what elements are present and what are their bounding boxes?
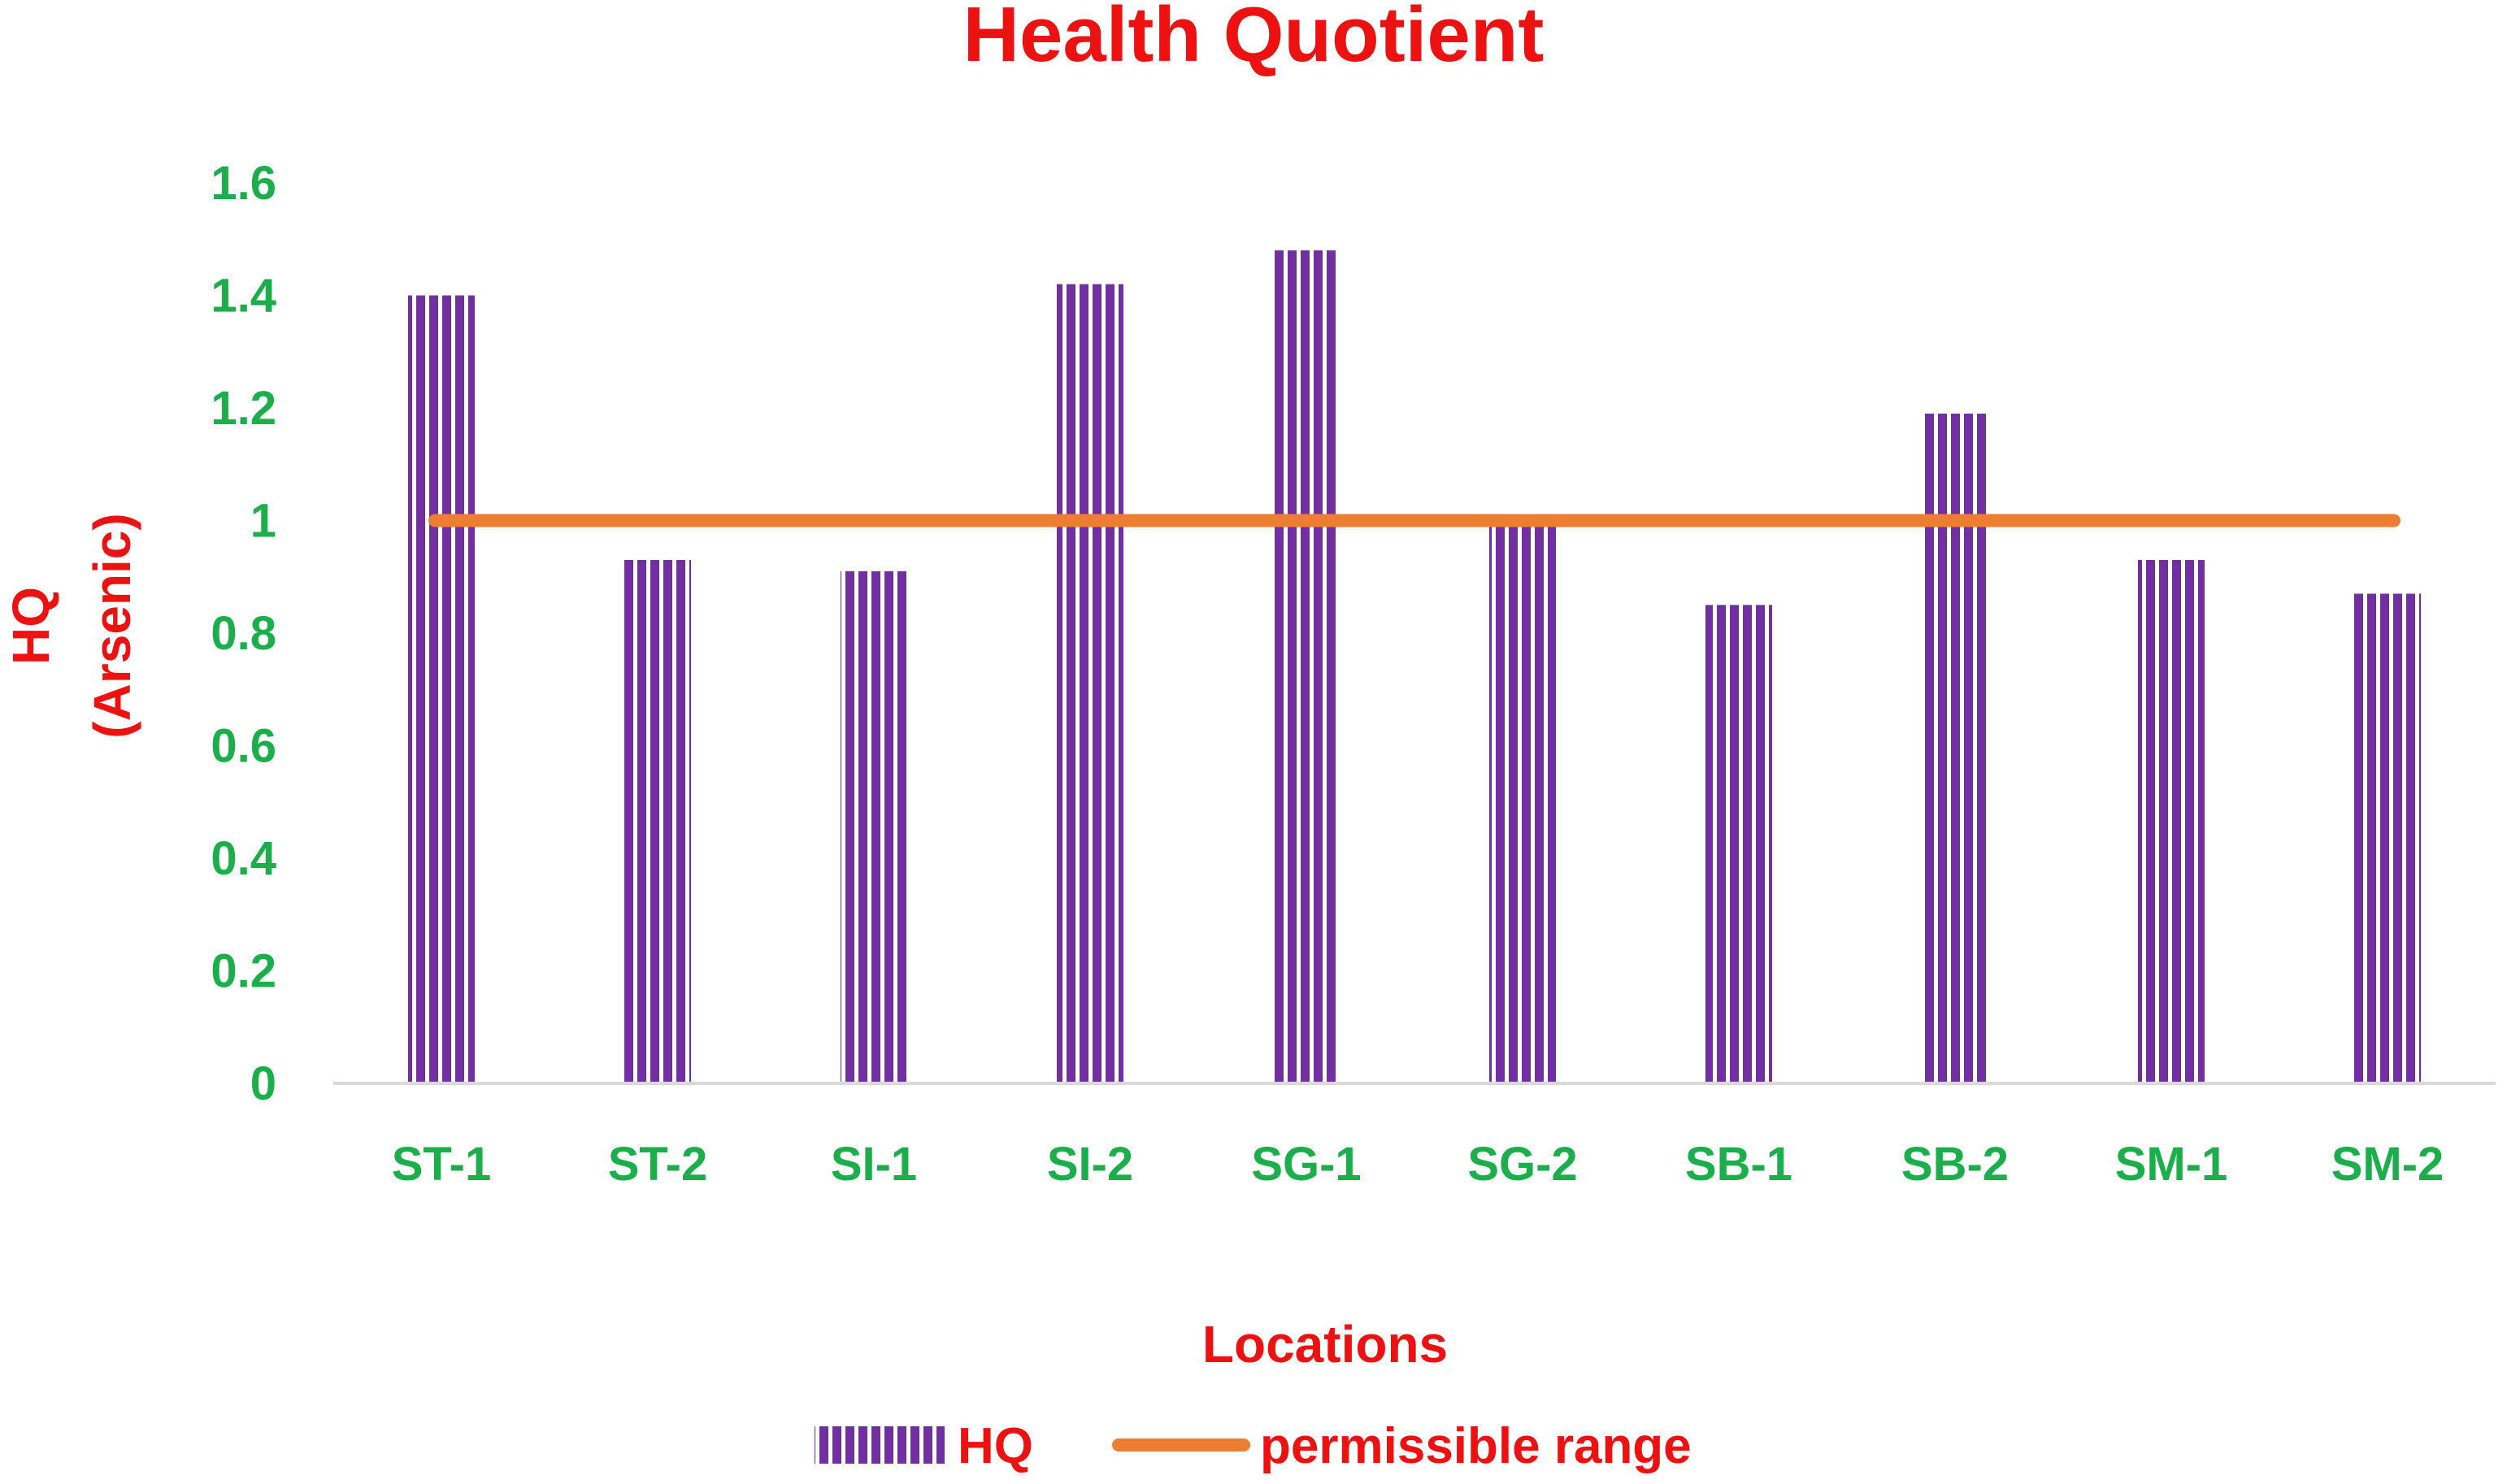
x-axis-tick-labels: ST-1 ST-2 SI-1 SI-2 SG-1 SG-2 SB-1 SB-2 SM-1 SM-2	[392, 1138, 2444, 1191]
bar-series-hq	[408, 250, 2421, 1084]
legend-hq-label: HQ	[958, 1418, 1033, 1474]
y-axis-title-line2: (Arsenic)	[83, 513, 141, 738]
legend-permissible-label: permissible range	[1260, 1418, 1692, 1474]
x-tick-label: SI-2	[1047, 1138, 1133, 1191]
x-tick-label: ST-2	[608, 1138, 708, 1191]
y-tick-label: 0.4	[211, 832, 276, 885]
x-tick-label: ST-1	[392, 1138, 492, 1191]
y-tick-label: 0.6	[211, 720, 276, 773]
y-tick-label: 0.2	[211, 945, 276, 998]
y-tick-label: 1	[250, 495, 276, 548]
chart-title: Health Quotient	[963, 0, 1545, 78]
x-tick-label: SB-2	[1901, 1138, 2009, 1191]
x-tick-label: SG-1	[1251, 1138, 1361, 1191]
bar-sg-1	[1273, 250, 1340, 1084]
legend-hq-swatch	[815, 1426, 945, 1464]
bar-sb-1	[1705, 605, 1772, 1083]
x-axis-title: Locations	[1202, 1315, 1448, 1373]
bar-st-2	[624, 559, 691, 1083]
bar-si-1	[841, 571, 907, 1083]
y-tick-label: 1.4	[211, 270, 276, 323]
bar-sm-2	[2354, 593, 2421, 1083]
y-tick-label: 0	[250, 1057, 276, 1110]
x-tick-label: SM-1	[2115, 1138, 2228, 1191]
x-tick-label: SI-1	[831, 1138, 917, 1191]
x-tick-label: SM-2	[2331, 1138, 2444, 1191]
y-tick-label: 1.6	[211, 157, 276, 210]
bar-st-1	[408, 295, 475, 1083]
x-tick-label: SG-2	[1467, 1138, 1577, 1191]
y-tick-label: 0.8	[211, 607, 276, 660]
y-axis-tick-labels: 0 0.2 0.4 0.6 0.8 1 1.2 1.4 1.6	[211, 157, 276, 1110]
bar-si-2	[1057, 284, 1123, 1083]
bar-sg-2	[1489, 520, 1556, 1083]
legend: HQ permissible range	[815, 1418, 1692, 1474]
bar-sm-1	[2138, 559, 2205, 1083]
y-tick-label: 1.2	[211, 382, 276, 435]
x-tick-label: SB-1	[1685, 1138, 1792, 1191]
y-axis-title-line1: HQ	[2, 587, 60, 665]
